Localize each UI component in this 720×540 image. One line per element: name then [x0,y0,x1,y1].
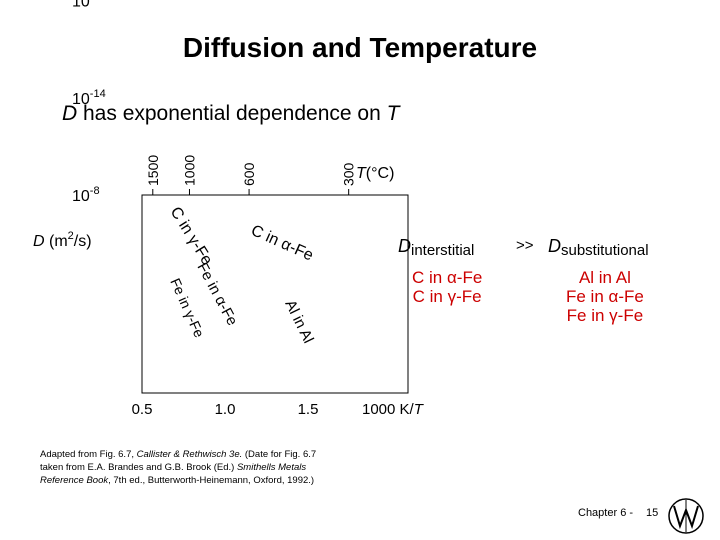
interstitial-list: C in α-Fe C in γ-Fe [412,268,482,306]
y-tick-label: 10-14 [72,88,106,108]
caption-text: , 7th ed., Butterworth-Heinemann, Oxford… [108,475,315,486]
slide-subtitle: D has exponential dependence on T [62,102,399,126]
substitutional-item: Fe in α-Fe [566,287,644,306]
caption-book: Smithells Metals [236,462,307,473]
series-line [162,78,179,93]
x-tick-label: 0.5 [132,401,153,418]
footer-chapter: Chapter 6 - [578,507,634,519]
top-tick-label: 600 [241,162,257,186]
caption-text: (Date for Fig. 6.7 [242,449,317,460]
top-tick-label: 1000 [181,155,197,186]
caption-book: Reference Book [40,475,109,486]
x-axis-label: 1000 K/T [362,401,425,418]
slide-title: Diffusion and Temperature [182,32,538,63]
caption-text: taken from E.A. Brandes and G.B. Brook (… [40,462,237,473]
interstitial-header: Dinterstitial [398,236,474,259]
figure-caption: Adapted from Fig. 6.7, Callister & Rethw… [40,448,420,487]
series-label: C in α-Fe [248,222,315,264]
caption-book: Callister & Rethwisch 3e. [136,449,243,460]
series-label: Al in Al [281,297,316,346]
substitutional-list: Al in Al Fe in α-Fe Fe in γ-Fe [566,268,644,325]
y-axis-label: D (m2/s) [33,230,92,250]
x-tick-label: 1.0 [215,401,236,418]
series-line [162,70,245,129]
y-tick-label: 10-20 [72,0,106,11]
subtitle-suffix: T [386,102,400,125]
series-label: Fe in γ-Fe [167,276,207,340]
top-axis-label: T(°C) [356,165,394,182]
footer-page-number: 15 [646,507,659,519]
substitutional-item: Al in Al [578,268,631,287]
y-tick-label: 10-8 [72,185,100,205]
x-tick-label: 1.5 [298,401,319,418]
plot-frame [141,194,409,394]
subtitle-rest: has exponential dependence on [77,102,387,125]
substitutional-header: Dsubstitutional [548,236,649,259]
top-tick-label: 300 [341,162,357,186]
interstitial-item: C in γ-Fe [412,287,482,306]
comparison-operator: >> [516,237,534,254]
caption-text: Adapted from Fig. 6.7, [40,449,137,460]
publisher-logo-icon [668,498,704,534]
top-tick-label: 1500 [145,155,161,186]
series-label: C in γ-Fe [167,204,216,268]
subtitle-prefix: D [62,102,78,125]
substitutional-item: Fe in γ-Fe [566,306,644,325]
interstitial-item: C in α-Fe [412,268,483,287]
